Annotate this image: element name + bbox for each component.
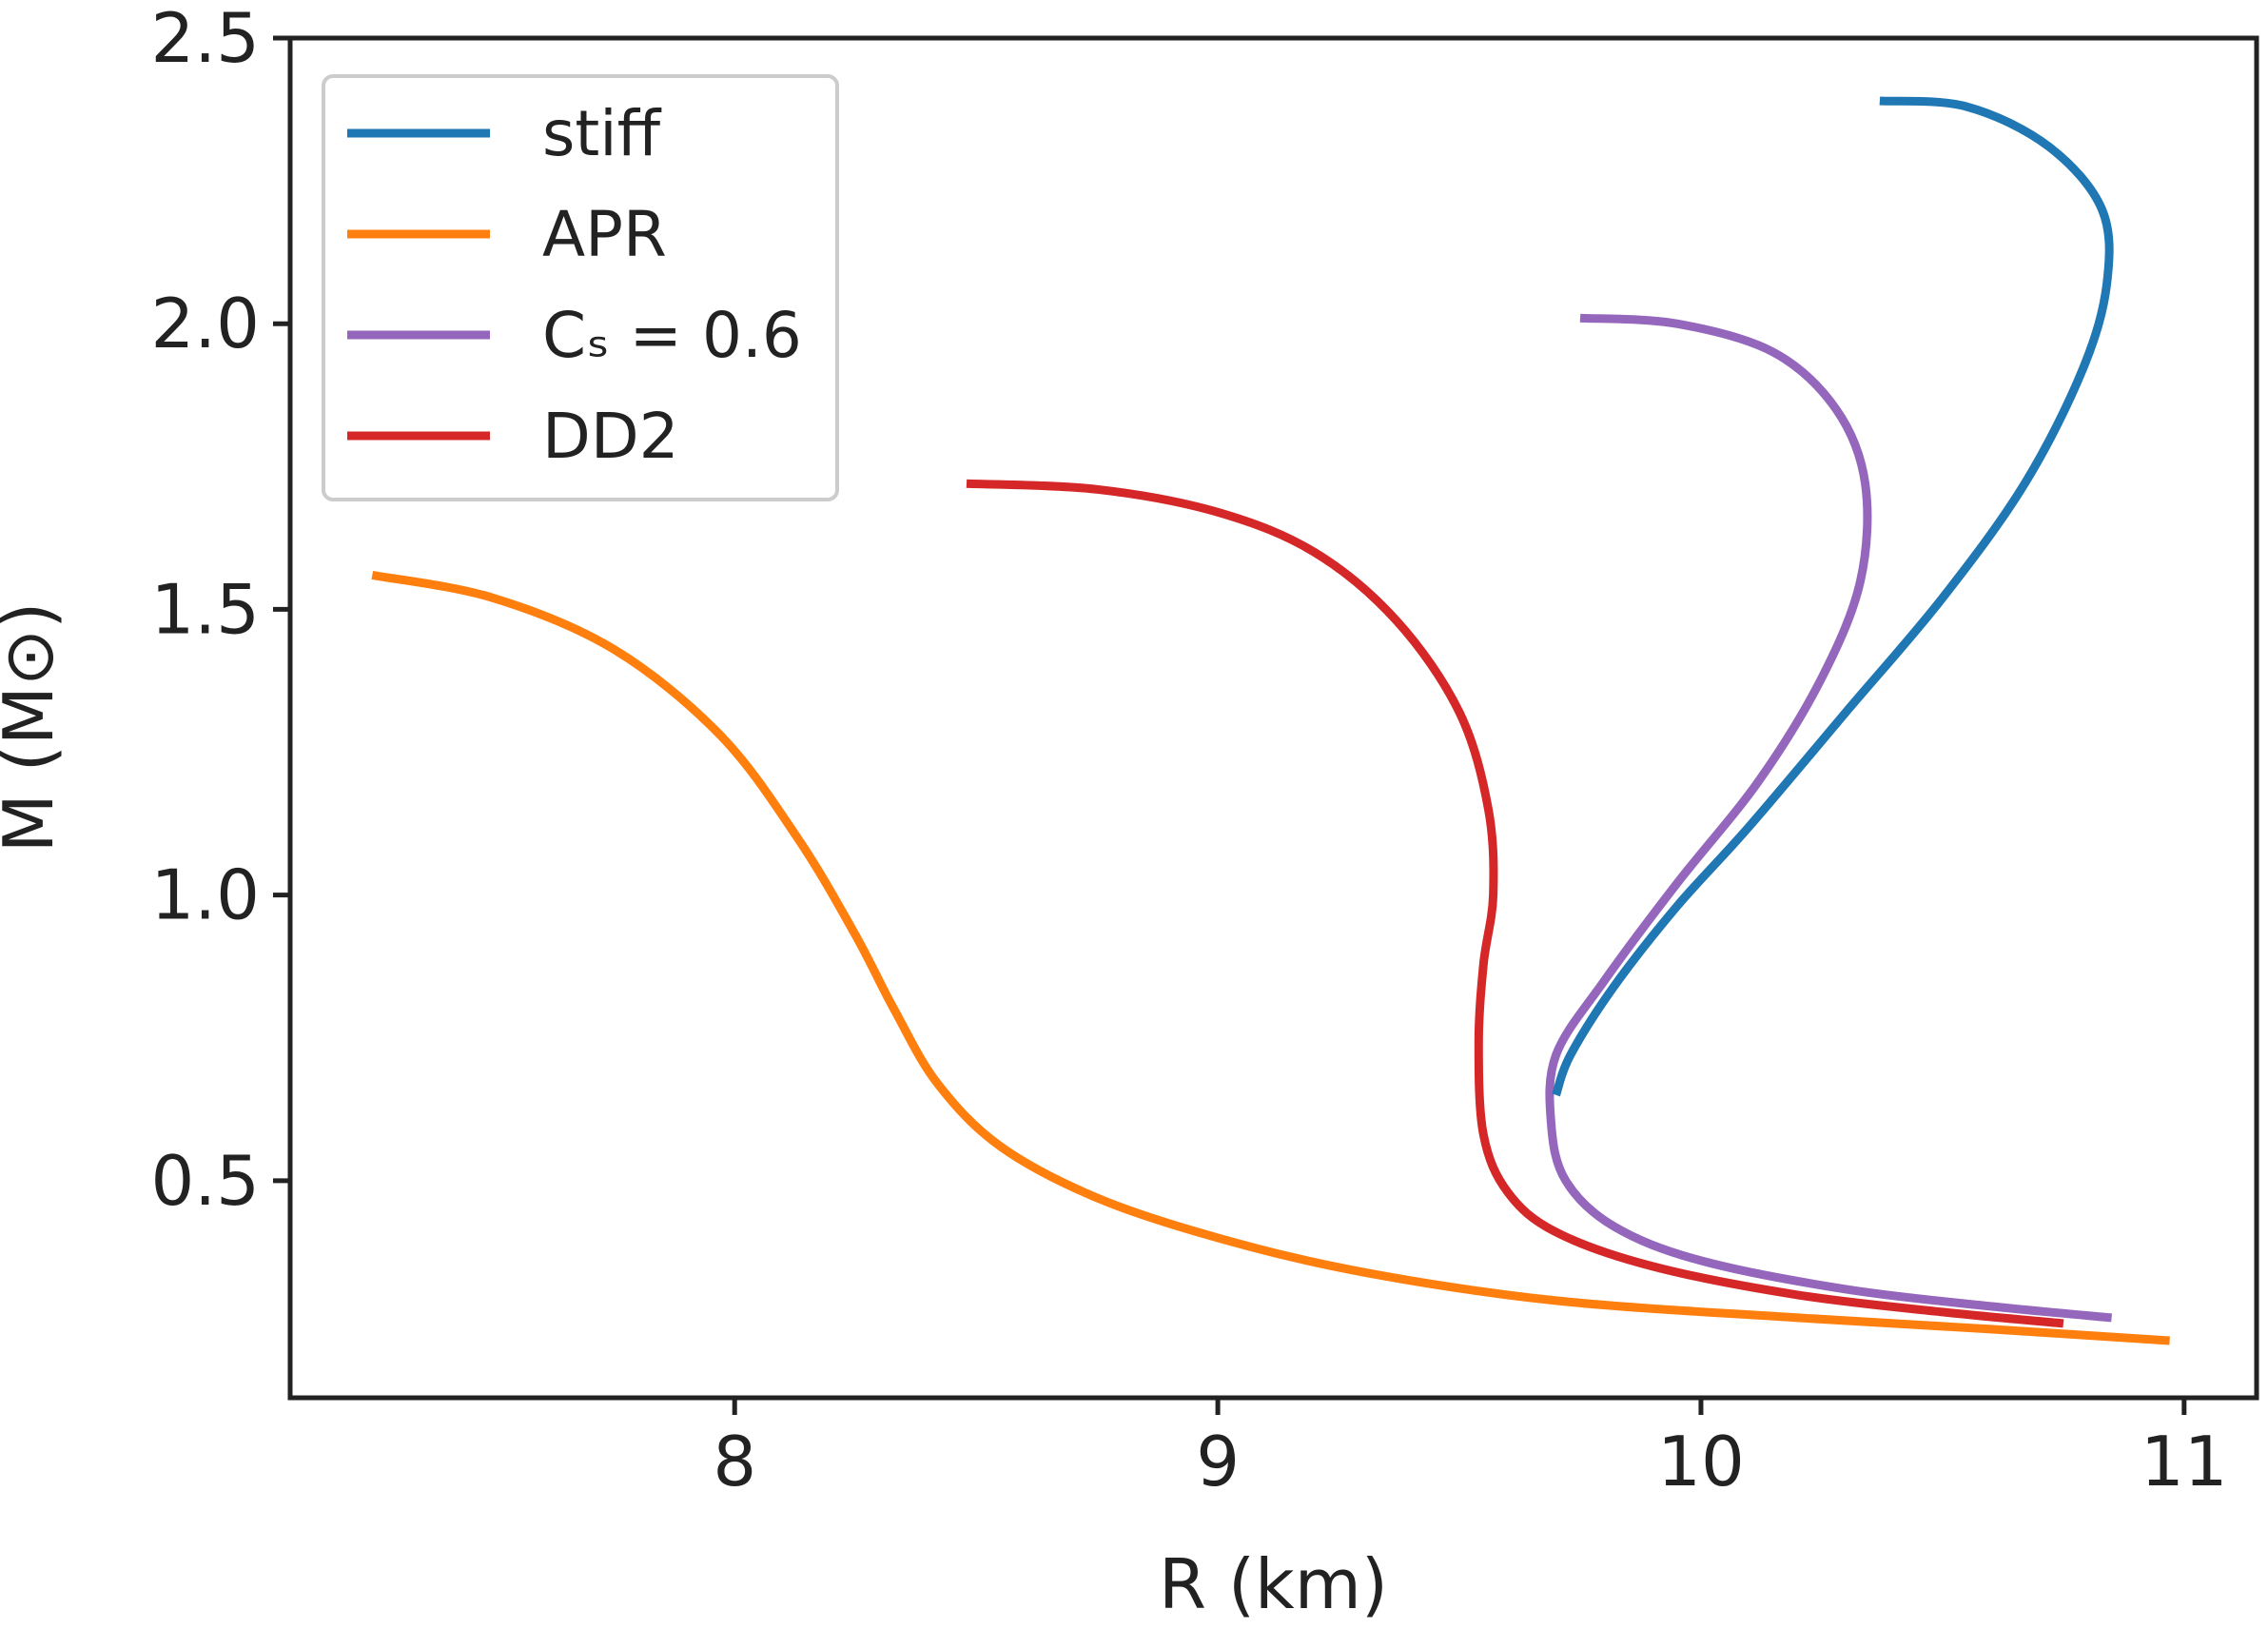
series-layer bbox=[371, 96, 2170, 1345]
y-tick-label: 2.0 bbox=[150, 284, 260, 363]
legend-label: stiff bbox=[542, 97, 662, 170]
series-line-c-0-6 bbox=[1545, 313, 2113, 1323]
legend-box bbox=[322, 74, 839, 501]
legend: stiff APR Cₛ = 0.6 DD2 bbox=[322, 74, 839, 501]
series-line-dd2 bbox=[966, 479, 2064, 1328]
x-axis-label: R (km) bbox=[1159, 1544, 1388, 1624]
ticks-layer: 8 9 10 11 0.5 1.0 1.5 2.0 2.5 bbox=[150, 0, 2227, 1501]
x-tick-label: 9 bbox=[1196, 1422, 1240, 1501]
legend-label: APR bbox=[542, 198, 667, 271]
y-tick-label: 2.5 bbox=[150, 0, 260, 78]
x-tick-label: 8 bbox=[713, 1422, 756, 1501]
legend-items: stiff APR Cₛ = 0.6 DD2 bbox=[347, 97, 802, 473]
legend-label: DD2 bbox=[542, 400, 679, 473]
series-line-stiff bbox=[1552, 96, 2114, 1097]
y-axis-label: M (M⊙) bbox=[0, 602, 68, 854]
plot-frame bbox=[287, 35, 2259, 1401]
x-tick-label: 10 bbox=[1657, 1422, 1745, 1501]
legend-label: Cₛ = 0.6 bbox=[542, 299, 802, 372]
series-line-apr bbox=[371, 570, 2170, 1345]
y-tick-label: 0.5 bbox=[150, 1141, 260, 1221]
y-tick-label: 1.0 bbox=[150, 855, 260, 935]
x-tick-label: 11 bbox=[2141, 1422, 2228, 1501]
y-tick-label: 1.5 bbox=[150, 569, 260, 649]
